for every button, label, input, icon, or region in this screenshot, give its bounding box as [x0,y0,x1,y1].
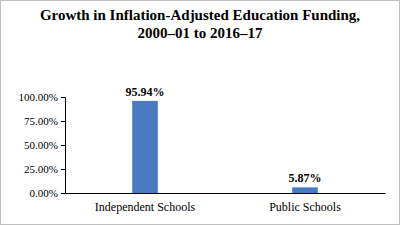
bar [292,187,318,193]
chart-title-line: 2000–01 to 2016–17 [138,25,263,41]
y-tick-label: 25.00% [24,163,58,175]
x-axis: Independent Schools Public Schools [66,193,386,214]
bar [132,101,158,193]
chart-container: Growth in Inflation-Adjusted Education F… [0,0,400,225]
y-tick: 100.00% [19,91,65,103]
chart-svg: Growth in Inflation-Adjusted Education F… [0,0,400,225]
data-labels: 95.94% 5.87% [126,85,322,185]
y-tick-label: 50.00% [24,139,58,151]
y-tick-mark [61,97,65,98]
data-label: 5.87% [289,171,322,185]
y-tick-label: 0.00% [30,187,58,199]
data-label: 95.94% [126,85,165,99]
y-tick-mark [61,193,65,194]
chart-title-line: Growth in Inflation-Adjusted Education F… [40,7,360,23]
chart-frame [1,1,400,225]
y-axis-line [61,98,66,194]
y-tick-label: 100.00% [19,91,58,103]
x-axis-line [66,193,386,194]
x-tick: Independent Schools [95,193,196,214]
plot-area: 0.00% 25.00% 50.00% 75.00% 100.00% Independen… [19,85,386,214]
x-tick-label: Independent Schools [95,200,196,214]
y-tick: 25.00% [24,163,65,175]
x-tick-label: Public Schools [269,200,341,214]
y-axis: 0.00% 25.00% 50.00% 75.00% 100.00% [19,91,66,199]
y-tick-mark [61,145,65,146]
y-tick: 0.00% [30,187,65,199]
y-tick-mark [61,169,65,170]
y-tick-label: 75.00% [24,115,58,127]
y-tick: 50.00% [24,139,65,151]
x-tick: Public Schools [269,193,341,214]
y-tick: 75.00% [24,115,65,127]
y-tick-mark [61,121,65,122]
chart-title: Growth in Inflation-Adjusted Education F… [40,7,360,41]
